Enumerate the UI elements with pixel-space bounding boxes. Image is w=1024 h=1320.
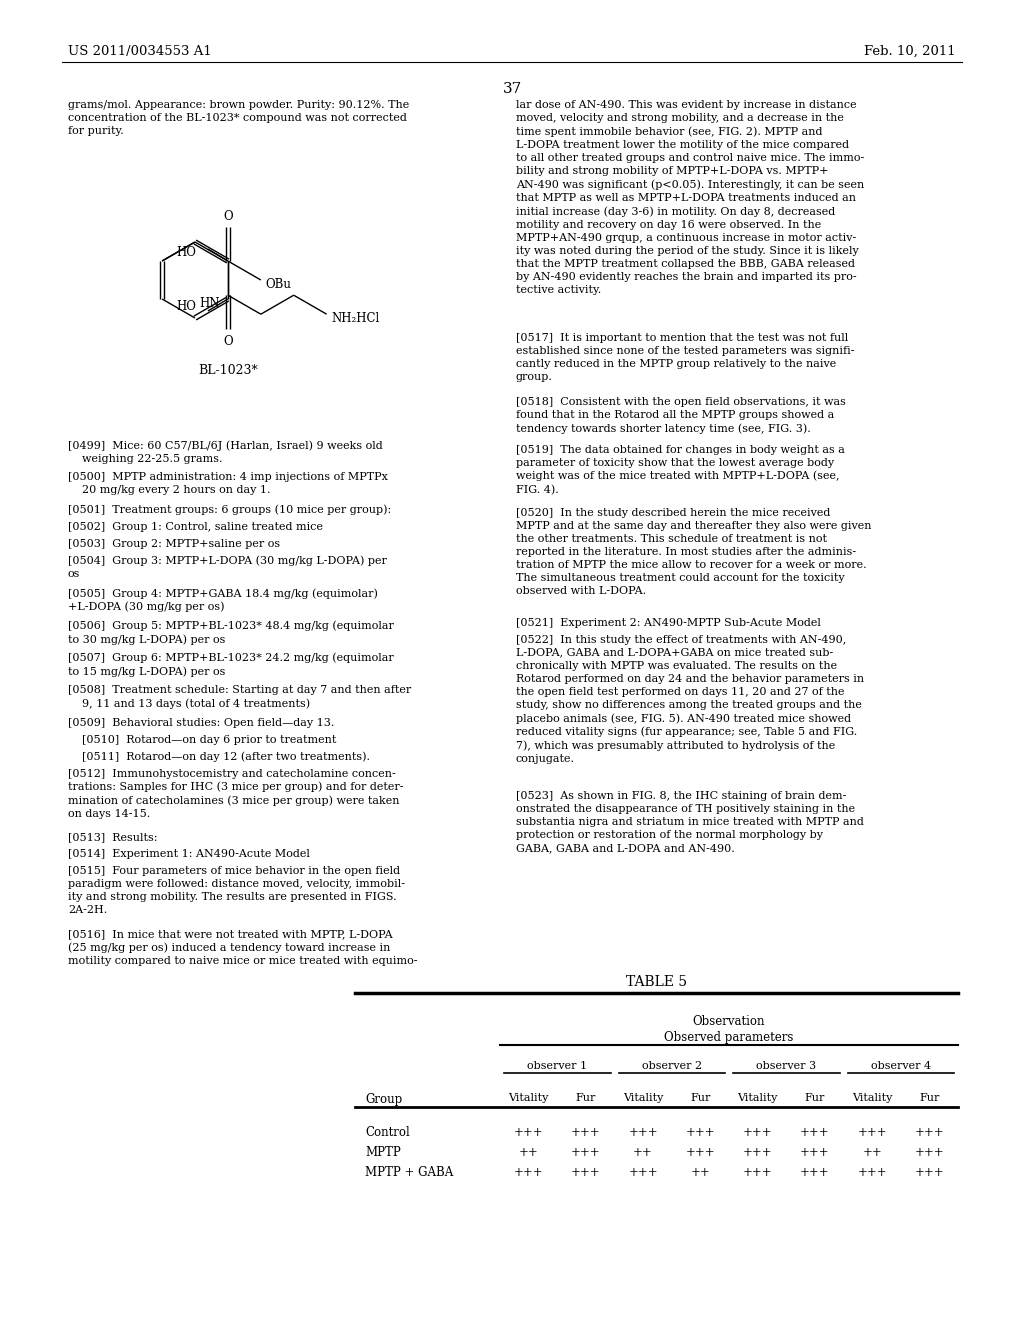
- Text: [0506]  Group 5: MPTP+BL-1023* 48.4 mg/kg (equimolar
to 30 mg/kg L-DOPA) per os: [0506] Group 5: MPTP+BL-1023* 48.4 mg/kg…: [68, 620, 394, 645]
- Text: [0514]  Experiment 1: AN490-Acute Model: [0514] Experiment 1: AN490-Acute Model: [68, 849, 310, 859]
- Text: [0517]  It is important to mention that the test was not full
established since : [0517] It is important to mention that t…: [516, 334, 854, 383]
- Text: [0515]  Four parameters of mice behavior in the open field
paradigm were followe: [0515] Four parameters of mice behavior …: [68, 866, 406, 915]
- Text: [0522]  In this study the effect of treatments with AN-490,
L-DOPA, GABA and L-D: [0522] In this study the effect of treat…: [516, 635, 864, 764]
- Text: +++: +++: [629, 1126, 658, 1139]
- Text: observer 4: observer 4: [870, 1061, 931, 1071]
- Text: [0516]  In mice that were not treated with MPTP, L-DOPA
(25 mg/kg per os) induce: [0516] In mice that were not treated wit…: [68, 929, 418, 966]
- Text: +++: +++: [571, 1166, 601, 1179]
- Text: [0504]  Group 3: MPTP+L-DOPA (30 mg/kg L-DOPA) per
os: [0504] Group 3: MPTP+L-DOPA (30 mg/kg L-…: [68, 556, 387, 579]
- Text: +++: +++: [914, 1126, 944, 1139]
- Text: NH₂HCl: NH₂HCl: [332, 312, 380, 325]
- Text: O: O: [223, 210, 232, 223]
- Text: BL-1023*: BL-1023*: [198, 364, 258, 378]
- Text: +++: +++: [571, 1126, 601, 1139]
- Text: [0503]  Group 2: MPTP+saline per os: [0503] Group 2: MPTP+saline per os: [68, 539, 281, 549]
- Text: MPTP: MPTP: [365, 1146, 400, 1159]
- Text: +++: +++: [857, 1126, 887, 1139]
- Text: Vitality: Vitality: [852, 1093, 892, 1104]
- Text: Vitality: Vitality: [509, 1093, 549, 1104]
- Text: TABLE 5: TABLE 5: [626, 975, 687, 989]
- Text: OBu: OBu: [266, 277, 292, 290]
- Text: +++: +++: [514, 1166, 544, 1179]
- Text: [0518]  Consistent with the open field observations, it was
found that in the Ro: [0518] Consistent with the open field ob…: [516, 397, 846, 433]
- Text: observer 3: observer 3: [756, 1061, 816, 1071]
- Text: [0501]  Treatment groups: 6 groups (10 mice per group):: [0501] Treatment groups: 6 groups (10 mi…: [68, 504, 391, 515]
- Text: observer 2: observer 2: [642, 1061, 701, 1071]
- Text: [0499]  Mice: 60 C57/BL/6J (Harlan, Israel) 9 weeks old
    weighing 22-25.5 gra: [0499] Mice: 60 C57/BL/6J (Harlan, Israe…: [68, 440, 383, 463]
- Text: [0500]  MPTP administration: 4 imp injections of MPTPx
    20 mg/kg every 2 hour: [0500] MPTP administration: 4 imp inject…: [68, 473, 388, 495]
- Text: Fur: Fur: [920, 1093, 940, 1104]
- Text: +++: +++: [629, 1166, 658, 1179]
- Text: +++: +++: [742, 1166, 772, 1179]
- Text: [0508]  Treatment schedule: Starting at day 7 and then after
    9, 11 and 13 da: [0508] Treatment schedule: Starting at d…: [68, 685, 412, 709]
- Text: [0521]  Experiment 2: AN490-MPTP Sub-Acute Model: [0521] Experiment 2: AN490-MPTP Sub-Acut…: [516, 618, 821, 627]
- Text: +++: +++: [571, 1146, 601, 1159]
- Text: ++: ++: [633, 1146, 653, 1159]
- Text: +++: +++: [742, 1126, 772, 1139]
- Text: HO: HO: [176, 301, 196, 314]
- Text: [0523]  As shown in FIG. 8, the IHC staining of brain dem-
onstrated the disappe: [0523] As shown in FIG. 8, the IHC stain…: [516, 791, 864, 853]
- Text: lar dose of AN-490. This was evident by increase in distance
moved, velocity and: lar dose of AN-490. This was evident by …: [516, 100, 864, 294]
- Text: HO: HO: [176, 247, 196, 260]
- Text: [0511]  Rotarod—on day 12 (after two treatments).: [0511] Rotarod—on day 12 (after two trea…: [68, 751, 370, 762]
- Text: Vitality: Vitality: [737, 1093, 778, 1104]
- Text: [0510]  Rotarod—on day 6 prior to treatment: [0510] Rotarod—on day 6 prior to treatme…: [68, 735, 336, 744]
- Text: [0507]  Group 6: MPTP+BL-1023* 24.2 mg/kg (equimolar
to 15 mg/kg L-DOPA) per os: [0507] Group 6: MPTP+BL-1023* 24.2 mg/kg…: [68, 653, 394, 677]
- Text: +++: +++: [685, 1126, 715, 1139]
- Text: [0519]  The data obtained for changes in body weight as a
parameter of toxicity : [0519] The data obtained for changes in …: [516, 445, 845, 495]
- Text: +++: +++: [800, 1126, 829, 1139]
- Text: [0520]  In the study described herein the mice received
MPTP and at the same day: [0520] In the study described herein the…: [516, 508, 871, 597]
- Text: +++: +++: [857, 1166, 887, 1179]
- Text: Observed parameters: Observed parameters: [665, 1031, 794, 1044]
- Text: +++: +++: [800, 1166, 829, 1179]
- Text: Fur: Fur: [690, 1093, 711, 1104]
- Text: ++: ++: [519, 1146, 539, 1159]
- Text: [0513]  Results:: [0513] Results:: [68, 832, 158, 842]
- Text: Group: Group: [365, 1093, 402, 1106]
- Text: +++: +++: [742, 1146, 772, 1159]
- Text: Fur: Fur: [805, 1093, 825, 1104]
- Text: [0512]  Immunohystocemistry and catecholamine concen-
trations: Samples for IHC : [0512] Immunohystocemistry and catechola…: [68, 768, 403, 820]
- Text: +++: +++: [800, 1146, 829, 1159]
- Text: +++: +++: [914, 1146, 944, 1159]
- Text: +++: +++: [514, 1126, 544, 1139]
- Text: [0509]  Behavioral studies: Open field—day 13.: [0509] Behavioral studies: Open field—da…: [68, 718, 335, 727]
- Text: [0505]  Group 4: MPTP+GABA 18.4 mg/kg (equimolar)
+L-DOPA (30 mg/kg per os): [0505] Group 4: MPTP+GABA 18.4 mg/kg (eq…: [68, 589, 378, 612]
- Text: observer 1: observer 1: [527, 1061, 588, 1071]
- Text: HN: HN: [200, 297, 220, 310]
- Text: Vitality: Vitality: [623, 1093, 664, 1104]
- Text: Feb. 10, 2011: Feb. 10, 2011: [864, 45, 956, 58]
- Text: US 2011/0034553 A1: US 2011/0034553 A1: [68, 45, 212, 58]
- Text: +++: +++: [914, 1166, 944, 1179]
- Text: MPTP + GABA: MPTP + GABA: [365, 1166, 454, 1179]
- Text: [0502]  Group 1: Control, saline treated mice: [0502] Group 1: Control, saline treated …: [68, 521, 323, 532]
- Text: 37: 37: [503, 82, 521, 96]
- Text: grams/mol. Appearance: brown powder. Purity: 90.12%. The
concentration of the BL: grams/mol. Appearance: brown powder. Pur…: [68, 100, 410, 136]
- Text: ++: ++: [690, 1166, 711, 1179]
- Text: O: O: [223, 335, 232, 348]
- Text: Control: Control: [365, 1126, 410, 1139]
- Text: ++: ++: [862, 1146, 882, 1159]
- Text: Observation: Observation: [693, 1015, 765, 1028]
- Text: Fur: Fur: [575, 1093, 596, 1104]
- Text: +++: +++: [685, 1146, 715, 1159]
